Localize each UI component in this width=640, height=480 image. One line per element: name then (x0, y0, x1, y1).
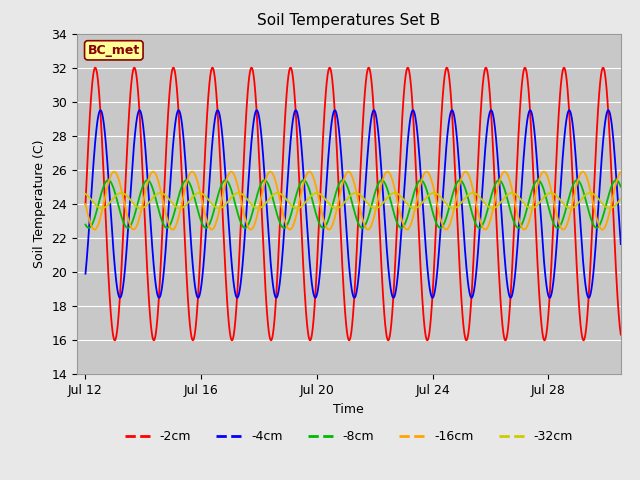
-8cm (534, 177, 542, 183)
-2cm (175, 108, 182, 114)
Line: -4cm: -4cm (86, 110, 621, 298)
Title: Soil Temperatures Set B: Soil Temperatures Set B (257, 13, 440, 28)
-2cm (143, 253, 150, 259)
-4cm (82, 271, 90, 276)
Legend: -2cm, -4cm, -8cm, -16cm, -32cm: -2cm, -4cm, -8cm, -16cm, -32cm (120, 425, 578, 448)
-8cm (82, 222, 90, 228)
-2cm (82, 201, 90, 207)
-2cm (617, 332, 625, 337)
Line: -2cm: -2cm (86, 68, 621, 340)
-4cm (549, 282, 557, 288)
-32cm (310, 191, 318, 196)
-4cm (607, 114, 614, 120)
-32cm (274, 190, 282, 196)
-2cm (310, 310, 318, 315)
-8cm (607, 186, 614, 192)
-4cm (287, 134, 295, 140)
-32cm (143, 202, 150, 208)
-8cm (175, 195, 182, 201)
-32cm (287, 202, 295, 208)
-16cm (549, 195, 557, 201)
-2cm (549, 229, 557, 235)
Line: -32cm: -32cm (86, 193, 621, 208)
-16cm (383, 169, 391, 175)
X-axis label: Time: Time (333, 403, 364, 416)
-16cm (520, 227, 528, 232)
-4cm (310, 293, 318, 299)
-16cm (287, 227, 294, 232)
-32cm (137, 205, 145, 211)
-32cm (617, 196, 625, 202)
-2cm (150, 337, 157, 343)
-8cm (143, 178, 150, 183)
Text: BC_met: BC_met (88, 44, 140, 57)
-16cm (617, 169, 625, 175)
-8cm (287, 213, 294, 218)
-16cm (143, 183, 150, 189)
-32cm (175, 205, 182, 211)
-8cm (617, 184, 625, 190)
-16cm (607, 204, 614, 210)
-2cm (607, 154, 614, 159)
Line: -16cm: -16cm (86, 172, 621, 229)
-16cm (310, 176, 318, 182)
-4cm (617, 241, 625, 247)
-4cm (175, 108, 182, 113)
-32cm (82, 191, 90, 197)
-8cm (549, 219, 557, 225)
-32cm (549, 191, 557, 196)
-8cm (310, 204, 318, 209)
-2cm (521, 65, 529, 71)
-16cm (82, 201, 90, 207)
Y-axis label: Soil Temperature (C): Soil Temperature (C) (33, 140, 45, 268)
-4cm (331, 108, 339, 113)
-4cm (143, 161, 150, 167)
-2cm (287, 65, 295, 71)
-32cm (607, 205, 614, 211)
-16cm (175, 216, 182, 221)
Line: -8cm: -8cm (86, 180, 621, 228)
-4cm (195, 295, 202, 300)
-8cm (397, 225, 405, 231)
